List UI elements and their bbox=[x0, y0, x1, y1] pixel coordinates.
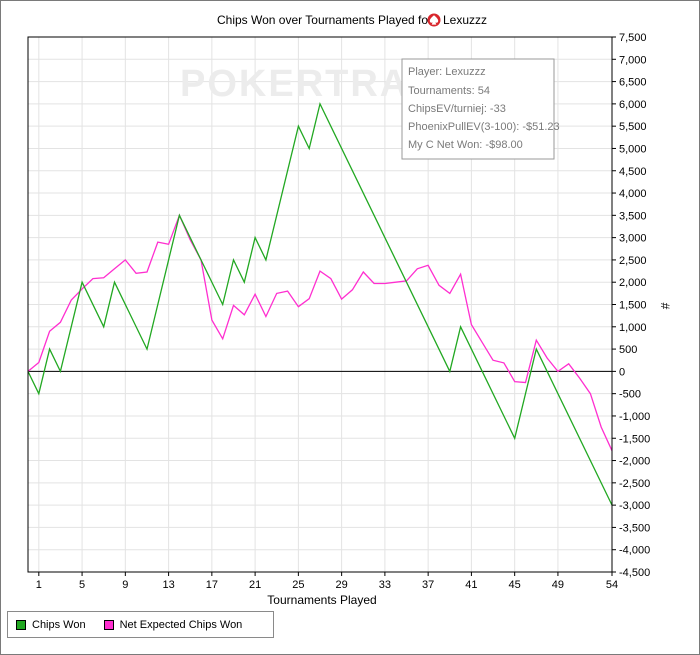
y-axis-title: # bbox=[658, 303, 672, 310]
y-tick-label: -2,000 bbox=[619, 456, 650, 468]
info-net-won: My C Net Won: -$98.00 bbox=[408, 139, 523, 151]
y-axis: -4,500 -4,000 -3,500 -3,000 -2,500 -2,000 -1,5… bbox=[612, 32, 650, 579]
title-text: Chips Won over Tournaments Played for bbox=[217, 13, 432, 27]
y-tick-label: 5,000 bbox=[619, 143, 647, 155]
y-tick-label: 1,500 bbox=[619, 300, 647, 312]
x-tick-label: 21 bbox=[249, 579, 261, 591]
y-tick-label: -3,500 bbox=[619, 522, 650, 534]
y-tick-label: -1,500 bbox=[619, 433, 650, 445]
x-tick-label: 49 bbox=[552, 579, 564, 591]
x-tick-label: 41 bbox=[465, 579, 477, 591]
info-tournaments: Tournaments: 54 bbox=[408, 85, 490, 97]
y-tick-label: 7,000 bbox=[619, 54, 647, 66]
legend-item-net-expected: Net Expected Chips Won bbox=[96, 618, 243, 631]
y-tick-label: -1,000 bbox=[619, 411, 650, 423]
player-info-box: Player: Lexuzzz Tournaments: 54 ChipsEV/… bbox=[401, 58, 560, 160]
player-name: Lexuzzz bbox=[443, 13, 487, 27]
x-tick-label: 33 bbox=[379, 579, 391, 591]
y-tick-label: 5,500 bbox=[619, 121, 647, 133]
x-axis: 1 5 9 13 17 21 25 29 33 37 41 45 49 54 bbox=[36, 572, 618, 591]
legend-label: Net Expected Chips Won bbox=[119, 618, 243, 631]
info-phoenix-pull-ev: PhoenixPullEV(3-100): -$51.23 bbox=[408, 121, 560, 133]
y-tick-label: 7,500 bbox=[619, 32, 647, 44]
info-chipsev: ChipsEV/turniej: -33 bbox=[408, 103, 506, 115]
x-tick-label: 17 bbox=[206, 579, 218, 591]
y-tick-label: 500 bbox=[619, 344, 637, 356]
series-line-chips-won bbox=[27, 101, 613, 506]
y-tick-label: 4,000 bbox=[619, 188, 647, 200]
info-player: Player: Lexuzzz bbox=[408, 66, 486, 78]
x-tick-label: 25 bbox=[292, 579, 304, 591]
x-tick-label: 54 bbox=[606, 579, 618, 591]
legend-swatch bbox=[16, 619, 26, 630]
x-tick-label: 5 bbox=[79, 579, 85, 591]
x-tick-label: 45 bbox=[509, 579, 521, 591]
x-tick-label: 9 bbox=[122, 579, 128, 591]
series-line-net-expected-chips-won bbox=[27, 213, 613, 451]
x-tick-label: 1 bbox=[36, 579, 42, 591]
x-tick-label: 29 bbox=[336, 579, 348, 591]
y-tick-label: 1,000 bbox=[619, 322, 647, 334]
y-tick-label: -3,000 bbox=[619, 500, 650, 512]
y-tick-label: -4,000 bbox=[619, 545, 650, 557]
x-axis-title: Tournaments Played bbox=[267, 593, 376, 607]
y-tick-label: 4,500 bbox=[619, 166, 647, 178]
y-tick-label: 2,000 bbox=[619, 277, 647, 289]
y-tick-label: -2,500 bbox=[619, 478, 650, 490]
pokerstars-spade-icon bbox=[427, 13, 441, 27]
y-tick-label: 3,500 bbox=[619, 210, 647, 222]
y-tick-label: 6,500 bbox=[619, 77, 647, 89]
y-tick-label: -500 bbox=[619, 389, 641, 401]
y-tick-label: -4,500 bbox=[619, 567, 650, 579]
x-tick-label: 13 bbox=[162, 579, 174, 591]
y-tick-label: 3,000 bbox=[619, 233, 647, 245]
legend-item-chips-won: Chips Won bbox=[8, 619, 86, 631]
legend-swatch bbox=[103, 619, 114, 630]
series-lines bbox=[27, 101, 613, 506]
legend: Chips Won Net Expected Chips Won bbox=[7, 611, 274, 638]
y-tick-label: 6,000 bbox=[619, 99, 647, 111]
y-tick-label: 2,500 bbox=[619, 255, 647, 267]
chart-title: Chips Won over Tournaments Played for Le… bbox=[217, 13, 487, 27]
legend-label: Chips Won bbox=[32, 618, 86, 631]
x-tick-label: 37 bbox=[422, 579, 434, 591]
y-tick-label: 0 bbox=[619, 366, 625, 378]
